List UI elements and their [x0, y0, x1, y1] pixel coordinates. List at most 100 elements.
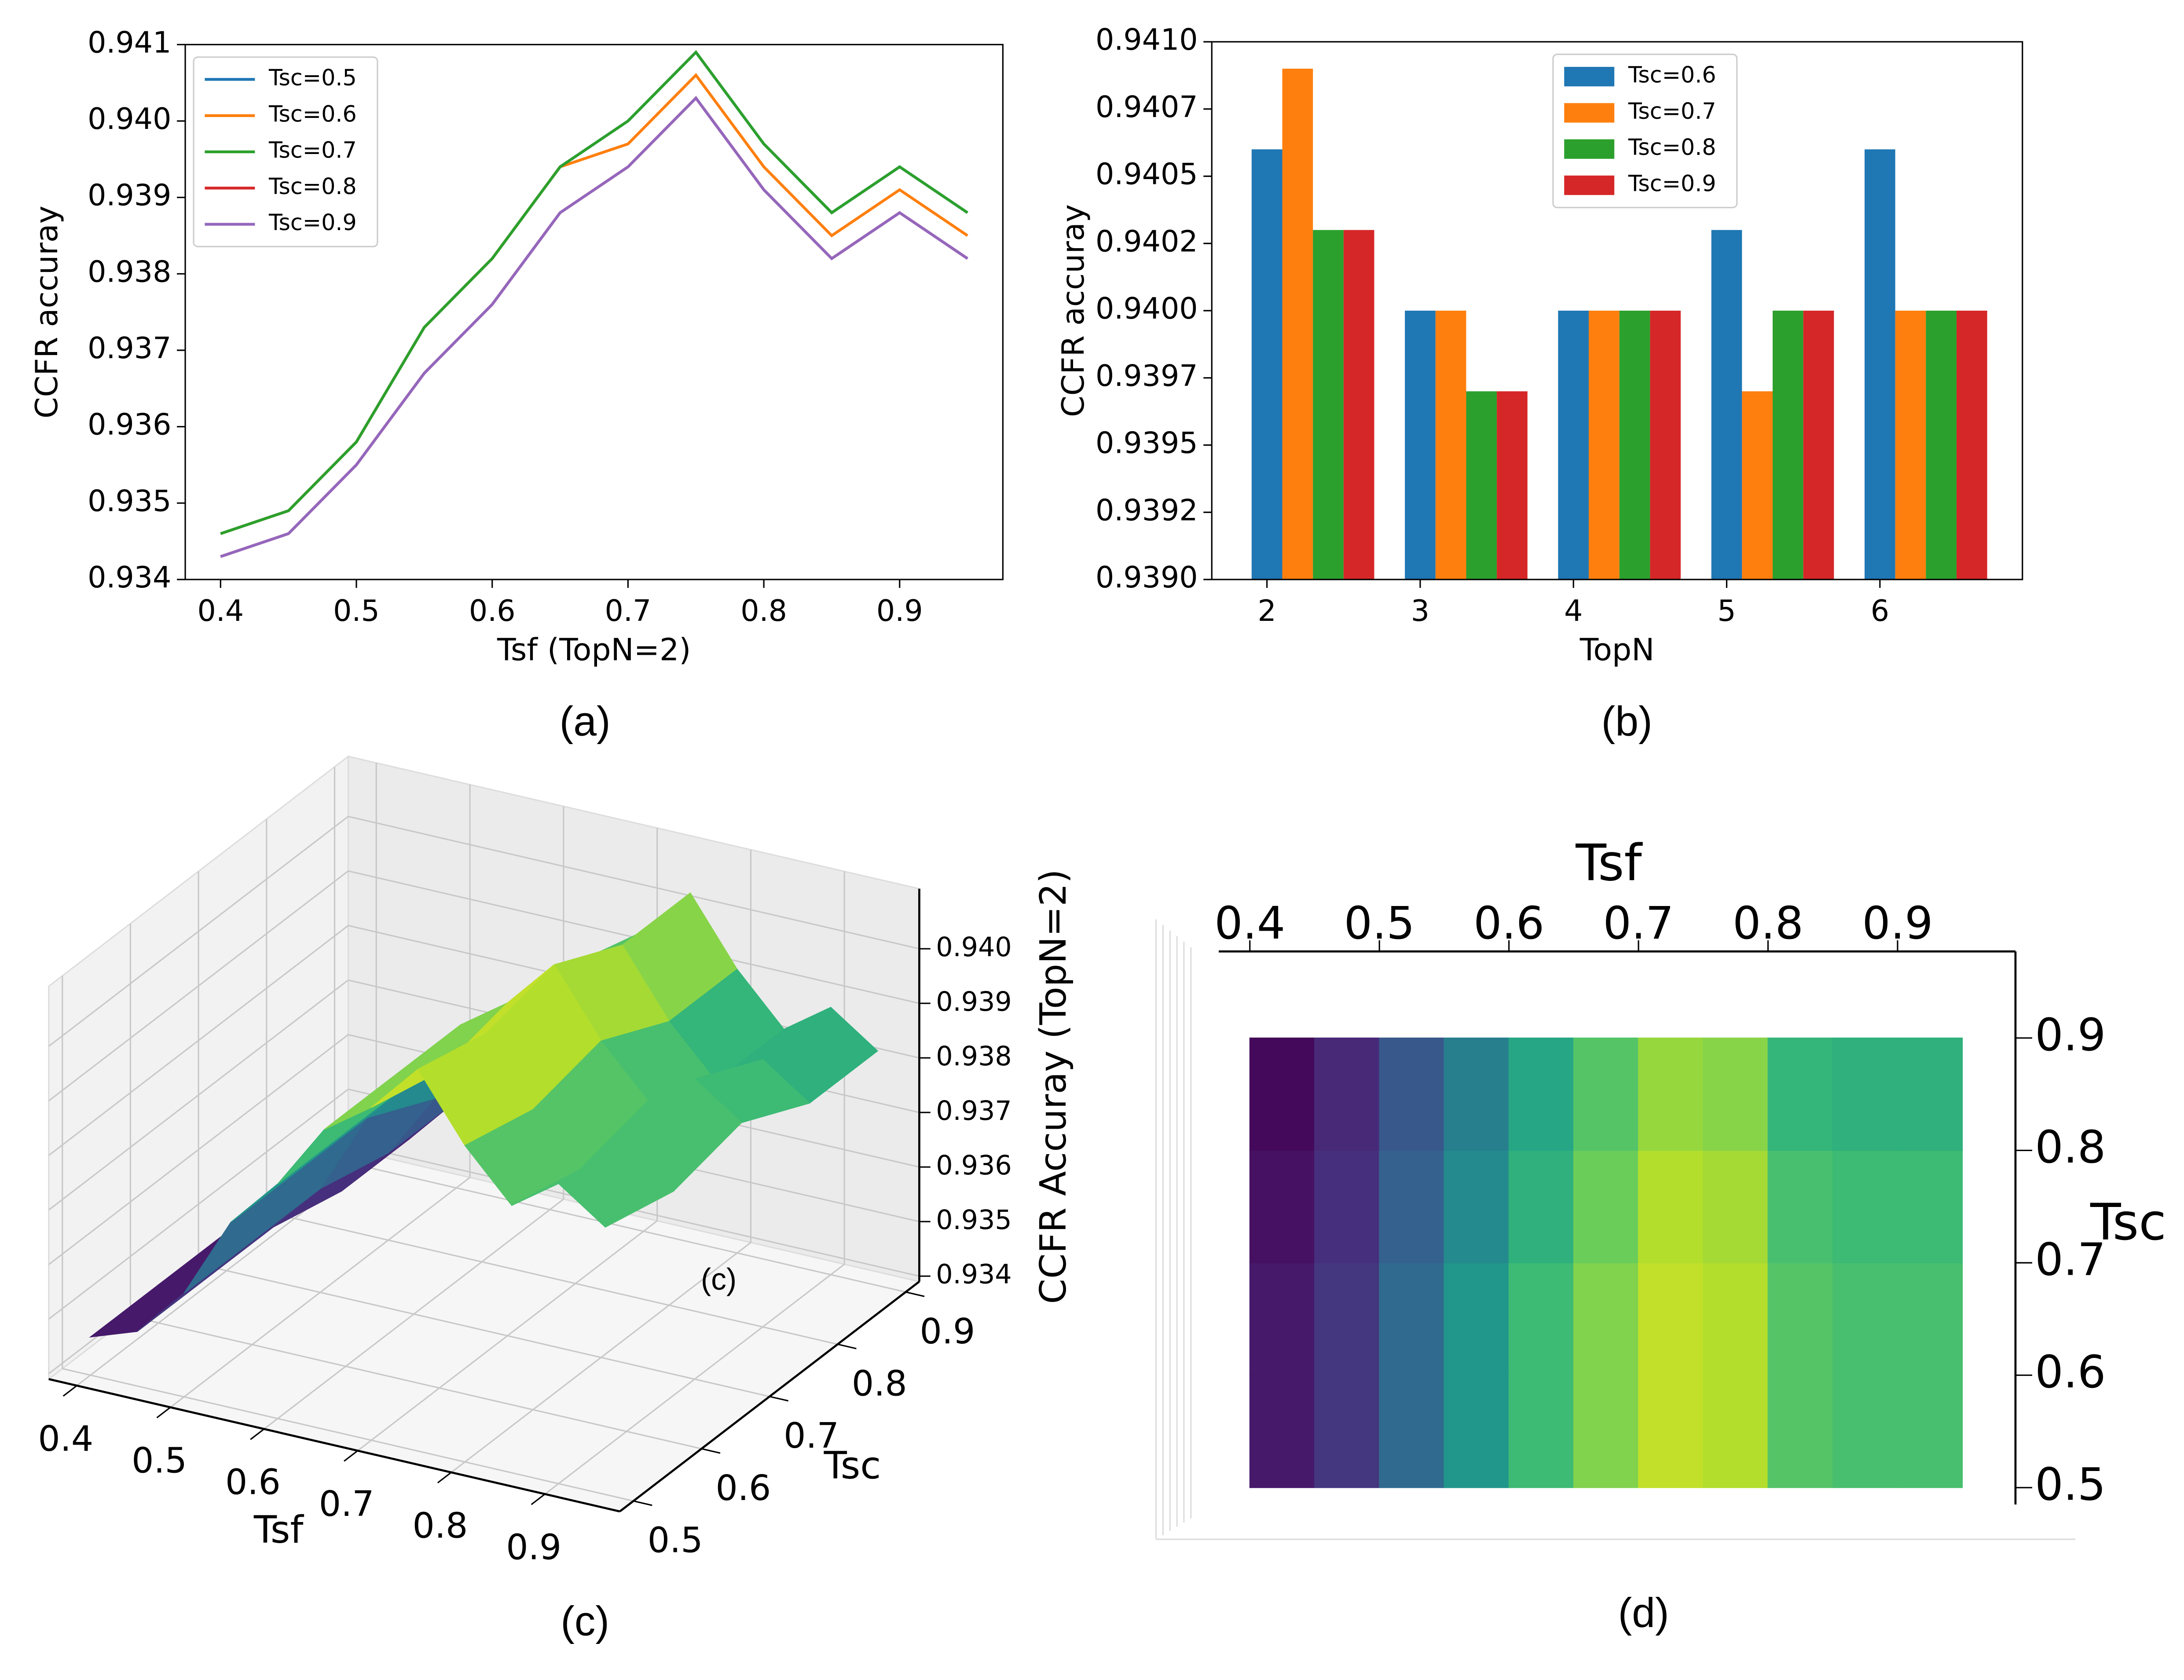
z-tick-label: 0.936: [936, 1150, 1011, 1181]
surface-cell: [1703, 1375, 1769, 1488]
surface-cell: [1767, 1375, 1833, 1488]
y-tick-label: 0.9: [920, 1311, 975, 1352]
legend-label: Tsc=0.5: [268, 65, 357, 91]
y-tick: [837, 1343, 857, 1350]
bar: [1405, 310, 1436, 580]
y-tick-label: 0.8: [2035, 1121, 2106, 1173]
x-tick-label: 2: [1258, 594, 1276, 628]
x-axis-label: Tsf (TopN=2): [497, 632, 691, 668]
surface-cell: [1638, 1262, 1704, 1376]
y-tick-label: 0.9392: [1096, 493, 1198, 527]
surface-cell: [1832, 1375, 1898, 1488]
bar: [1343, 230, 1374, 580]
legend-swatch: [1564, 139, 1615, 159]
y-tick-label: 0.7: [784, 1416, 839, 1456]
y-axis-label: CCFR accuray: [29, 205, 65, 418]
y-tick-label: 0.9405: [1096, 157, 1198, 191]
legend-label: Tsc=0.6: [268, 101, 357, 127]
legend-box: [1552, 53, 1738, 209]
surface-cell: [1444, 1262, 1510, 1376]
x-tick-label: 0.7: [319, 1484, 374, 1524]
x-tick-label: 0.8: [740, 594, 787, 628]
surface-cell: [1573, 1262, 1639, 1376]
surface-cell: [1249, 1375, 1315, 1488]
bar: [1497, 391, 1528, 580]
surface-cell: [1832, 1150, 1898, 1263]
surface-cell: [1767, 1262, 1833, 1376]
y-tick-label: 0.6: [2035, 1346, 2106, 1398]
axis-line: [48, 1378, 620, 1513]
surface-cell: [1379, 1150, 1445, 1263]
y-tick: [769, 1396, 789, 1402]
x-tick: [250, 1428, 265, 1440]
surface-cell: [1249, 1262, 1315, 1376]
surface-cell: [1897, 1262, 1963, 1376]
y-tick-label: 0.9400: [1096, 291, 1198, 326]
surface-cell: [1444, 1038, 1510, 1151]
bar: [1773, 310, 1803, 580]
caption: (d): [1618, 1589, 1669, 1636]
caption: (c): [561, 1598, 609, 1644]
surface-cell: [1508, 1375, 1574, 1488]
x-tick: [62, 1385, 77, 1397]
bar: [1313, 230, 1344, 580]
y-tick-label: 0.9397: [1096, 359, 1198, 393]
surface-cell: [1379, 1262, 1445, 1376]
surface-cell: [1573, 1038, 1639, 1151]
x-tick-label: 0.5: [132, 1440, 187, 1481]
bar: [1742, 391, 1773, 580]
bar: [1589, 310, 1620, 580]
legend-label: Tsc=0.6: [1628, 62, 1716, 88]
x-axis-label: TopN: [1579, 632, 1655, 668]
y-tick: [633, 1500, 652, 1506]
y-tick-label: 0.937: [88, 331, 171, 365]
x-axis-label: Tsf: [253, 1508, 304, 1552]
x-tick-label: 3: [1411, 594, 1429, 628]
surface-cell: [1508, 1150, 1574, 1263]
caption: (a): [560, 698, 611, 745]
y-axis-label: CCFR accuray: [1055, 204, 1091, 417]
y-axis-label: Tsc: [2090, 1193, 2166, 1251]
y-tick-label: 0.5: [2035, 1459, 2106, 1511]
bar: [1466, 391, 1497, 580]
legend-label: Tsc=0.9: [1628, 171, 1716, 197]
y-tick-label: 0.9407: [1096, 90, 1198, 124]
grid-line: [48, 1034, 349, 1266]
grid-line: [266, 1211, 838, 1345]
bar: [1926, 310, 1957, 580]
legend-label: Tsc=0.9: [268, 209, 357, 235]
z-tick-label: 0.935: [936, 1205, 1011, 1236]
x-tick-label: 0.7: [605, 594, 652, 628]
z-axis-label: CCFR Accuray (TopN=2): [1033, 869, 1074, 1304]
x-tick-label: 0.6: [1473, 897, 1544, 949]
surface-cell: [1703, 1262, 1769, 1376]
y-tick-label: 0.934: [88, 560, 171, 594]
x-tick-label: 0.9: [1862, 897, 1933, 949]
surface-cell: [1314, 1375, 1380, 1488]
bar: [1803, 310, 1834, 580]
x-tick-label: 6: [1871, 594, 1889, 628]
x-tick: [344, 1450, 358, 1462]
y-tick-label: 0.938: [88, 254, 171, 289]
grid-line: [348, 815, 920, 950]
surface-cell: [1703, 1150, 1769, 1263]
x-tick-label: 0.6: [469, 594, 516, 628]
grid-line: [48, 816, 349, 1047]
surface-cell: [1508, 1262, 1574, 1376]
y-axis-label: Tsc: [824, 1444, 881, 1488]
y-tick-label: 0.8: [852, 1363, 907, 1404]
bar: [1711, 230, 1742, 580]
surface-cell: [1897, 1375, 1963, 1488]
z-tick-label: 0.939: [936, 987, 1011, 1017]
grid-line: [62, 1368, 634, 1502]
y-tick-label: 0.7: [2035, 1234, 2106, 1286]
grid-line: [48, 1089, 349, 1320]
surface-cell: [1638, 1375, 1704, 1488]
x-tick-label: 4: [1564, 594, 1583, 628]
legend-swatch: [1564, 66, 1615, 87]
grid-line: [334, 1159, 906, 1293]
surface-cell: [1249, 1150, 1315, 1263]
surface-cell: [1897, 1038, 1963, 1151]
y-tick-label: 0.5: [648, 1520, 703, 1561]
